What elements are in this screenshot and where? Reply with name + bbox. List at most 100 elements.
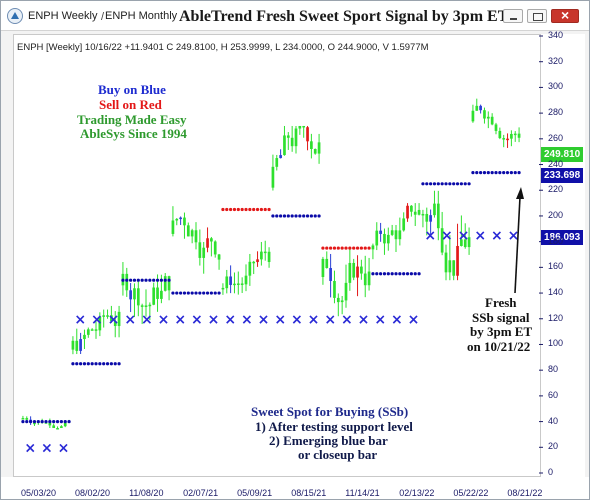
stop-dot xyxy=(432,182,437,186)
stop-dot xyxy=(386,272,390,276)
price-bar xyxy=(379,230,382,234)
stop-dot xyxy=(467,182,471,186)
price-bar xyxy=(440,228,444,253)
price-bar xyxy=(179,217,182,220)
price-bar xyxy=(344,282,348,301)
stop-dot xyxy=(486,171,490,175)
stop-dot xyxy=(71,362,75,366)
stop-level-tag-2: 186.093 xyxy=(541,230,584,245)
price-bar xyxy=(63,421,67,427)
stop-dot xyxy=(148,278,152,282)
y-tick-label: 300 xyxy=(548,81,564,92)
stop-dot xyxy=(394,272,398,276)
price-bar xyxy=(294,128,298,147)
price-bar xyxy=(217,254,221,260)
price-bar xyxy=(52,425,56,429)
chart-title: AbleTrend Fresh Sweet Sport Signal by 3p… xyxy=(179,8,509,25)
price-bar xyxy=(402,218,406,231)
price-bar xyxy=(275,158,279,167)
stop-dot xyxy=(348,246,352,250)
x-marker: × xyxy=(58,440,70,456)
price-bar xyxy=(340,300,344,303)
y-tick-label: 160 xyxy=(548,261,564,272)
price-bar xyxy=(417,209,421,215)
price-bar xyxy=(33,422,36,425)
x-marker: × xyxy=(408,312,420,328)
price-bar xyxy=(367,271,371,286)
y-tick-label: 0 xyxy=(548,467,554,477)
x-marker: × xyxy=(191,312,203,328)
price-bar xyxy=(167,276,171,291)
price-bar xyxy=(229,276,232,285)
stop-dot xyxy=(352,246,356,250)
x-tick-label: 08/21/22 xyxy=(507,488,543,498)
x-tick-label: 08/02/20 xyxy=(75,488,111,498)
price-bar xyxy=(371,245,375,250)
stop-dot xyxy=(205,291,210,295)
tab-enph-weekly[interactable]: ENPH Weekly xyxy=(28,10,98,22)
stop-dot xyxy=(86,362,90,366)
stop-dot xyxy=(313,214,317,218)
price-bar xyxy=(156,287,159,299)
price-bar xyxy=(71,340,75,350)
stop-dot xyxy=(105,362,110,366)
stop-dot xyxy=(232,207,237,212)
stop-dot xyxy=(48,419,52,424)
date-axis xyxy=(1,477,589,499)
stop-dot xyxy=(409,272,413,276)
stop-dot xyxy=(379,272,383,276)
stop-dot xyxy=(444,182,448,186)
price-bar xyxy=(79,339,82,351)
price-bar xyxy=(271,166,275,188)
stop-dot xyxy=(267,207,271,212)
stop-dot xyxy=(259,207,263,212)
x-tick-label: 11/08/20 xyxy=(129,488,164,498)
x-marker: × xyxy=(324,312,336,328)
price-bar xyxy=(360,266,363,274)
promo-sell-on-red: Sell on Red xyxy=(99,97,162,112)
price-bar xyxy=(225,276,229,289)
price-bar xyxy=(263,251,267,254)
price-bar xyxy=(467,237,471,248)
stop-dot xyxy=(309,214,313,218)
stop-dot xyxy=(332,246,337,250)
stop-dot xyxy=(371,272,375,276)
note-condition-1: 1) After testing support level xyxy=(255,419,413,434)
y-tick-label: 140 xyxy=(548,287,564,298)
price-bar xyxy=(513,133,517,136)
maximize-icon[interactable] xyxy=(527,9,547,23)
stop-dot xyxy=(52,419,56,424)
price-bar xyxy=(267,251,271,263)
price-bar xyxy=(56,428,59,430)
price-bar xyxy=(494,124,498,131)
stop-dot xyxy=(32,419,37,424)
x-marker: × xyxy=(474,228,486,244)
stop-dot xyxy=(163,278,167,282)
price-bar xyxy=(221,287,225,290)
annotation-arrow-head xyxy=(516,187,524,199)
price-chart-area[interactable] xyxy=(13,34,541,477)
stop-dot xyxy=(452,182,456,186)
tab-separator: / xyxy=(101,11,105,23)
stop-dot xyxy=(271,214,275,218)
minimize-icon[interactable] xyxy=(503,9,523,23)
annotation-ssb-signal: SSb signal xyxy=(472,310,530,325)
price-bar xyxy=(410,205,413,212)
stop-dot xyxy=(471,171,475,175)
stop-dot xyxy=(171,291,175,295)
price-bar xyxy=(148,304,152,307)
stop-dot xyxy=(413,272,417,276)
tab-enph-monthly[interactable]: ENPH Monthly xyxy=(105,10,178,22)
stop-dot xyxy=(67,419,71,424)
price-bar xyxy=(25,418,29,420)
y-tick-label: 280 xyxy=(548,107,564,118)
stop-dot xyxy=(417,272,421,276)
stop-dot xyxy=(194,291,198,295)
stop-dot xyxy=(152,278,156,282)
close-icon[interactable] xyxy=(551,7,579,23)
price-bar xyxy=(202,247,206,258)
price-bar xyxy=(463,239,467,248)
price-bar xyxy=(306,127,309,142)
stop-dot xyxy=(498,171,502,175)
